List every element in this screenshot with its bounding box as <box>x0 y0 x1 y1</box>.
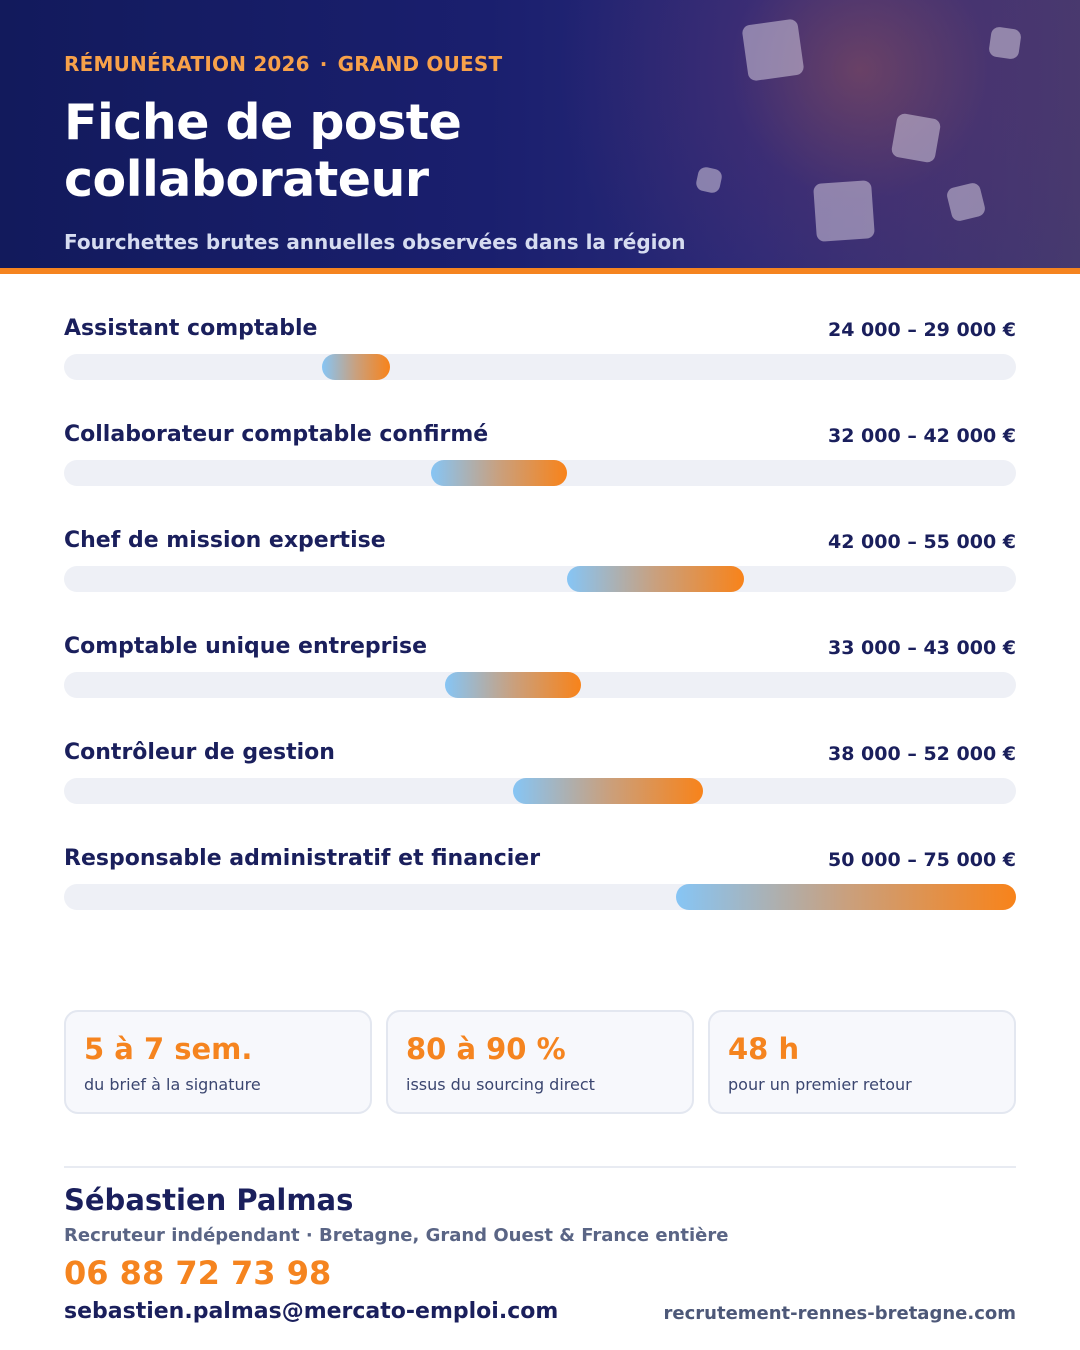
stat-caption: du brief à la signature <box>84 1075 261 1094</box>
stat-card-sourcing: 80 à 90 % issus du sourcing direct <box>386 1010 694 1114</box>
kicker-year: RÉMUNÉRATION 2026 <box>64 52 310 76</box>
salary-row-range: 24 000 – 29 000 € <box>828 319 1016 341</box>
salary-row-label: Contrôleur de gestion <box>64 740 335 765</box>
kicker-separator: · <box>319 52 328 76</box>
salary-row-range: 33 000 – 43 000 € <box>828 637 1016 659</box>
salary-row-range: 42 000 – 55 000 € <box>828 531 1016 553</box>
header-accent-line <box>0 268 1080 274</box>
kicker: RÉMUNÉRATION 2026 · GRAND OUEST <box>64 52 502 76</box>
contact-role: Recruteur indépendant · Bretagne, Grand … <box>64 1225 729 1246</box>
salary-range-track <box>64 672 1016 698</box>
contact-phone[interactable]: 06 88 72 73 98 <box>64 1254 332 1292</box>
salary-row-range: 50 000 – 75 000 € <box>828 849 1016 871</box>
salary-row-label: Responsable administratif et financier <box>64 846 541 871</box>
salary-range-bar <box>676 884 1016 910</box>
contact-name: Sébastien Palmas <box>64 1183 354 1217</box>
decorative-square <box>945 181 987 223</box>
stats-row: 5 à 7 sem. du brief à la signature 80 à … <box>64 1010 1016 1114</box>
salary-range-track <box>64 460 1016 486</box>
salary-row-range: 38 000 – 52 000 € <box>828 743 1016 765</box>
salary-row: Responsable administratif et financier 50… <box>64 846 1016 952</box>
salary-row-label: Collaborateur comptable confirmé <box>64 422 489 447</box>
salary-range-bar <box>567 566 744 592</box>
salary-range-track <box>64 884 1016 910</box>
salary-row: Chef de mission expertise 42 000 – 55 000… <box>64 528 1016 634</box>
stat-card-response: 48 h pour un premier retour <box>708 1010 1016 1114</box>
salary-row: Contrôleur de gestion 38 000 – 52 000 € <box>64 740 1016 846</box>
page-subtitle: Fourchettes brutes annuelles observées d… <box>64 230 686 254</box>
header-banner: RÉMUNÉRATION 2026 · GRAND OUEST Fiche de p… <box>0 0 1080 268</box>
salary-row-label: Assistant comptable <box>64 316 318 341</box>
salary-range-bar <box>322 354 391 380</box>
decorative-square <box>813 180 875 242</box>
stat-caption: issus du sourcing direct <box>406 1075 595 1094</box>
salary-range-chart: Assistant comptable 24 000 – 29 000 € Coll… <box>64 316 1016 952</box>
decorative-square <box>890 112 942 164</box>
stat-value: 80 à 90 % <box>406 1032 566 1066</box>
decorative-square <box>741 18 805 82</box>
salary-range-bar <box>444 672 581 698</box>
contact-website[interactable]: recrutement-rennes-bretagne.com <box>663 1303 1016 1324</box>
salary-range-track <box>64 778 1016 804</box>
salary-row: Collaborateur comptable confirmé 32 000 –… <box>64 422 1016 528</box>
salary-row: Comptable unique entreprise 33 000 – 43 0… <box>64 634 1016 740</box>
stat-caption: pour un premier retour <box>728 1075 912 1094</box>
salary-row: Assistant comptable 24 000 – 29 000 € <box>64 316 1016 422</box>
page-title: Fiche de poste collaborateur <box>64 94 462 208</box>
salary-row-range: 32 000 – 42 000 € <box>828 425 1016 447</box>
contact-email[interactable]: sebastien.palmas@mercato-emploi.com <box>64 1299 559 1324</box>
decorative-square <box>694 165 724 195</box>
salary-range-track <box>64 566 1016 592</box>
stat-card-delay: 5 à 7 sem. du brief à la signature <box>64 1010 372 1114</box>
kicker-region: GRAND OUEST <box>337 52 503 76</box>
salary-range-bar <box>431 460 568 486</box>
decorative-square <box>988 26 1022 60</box>
stat-value: 5 à 7 sem. <box>84 1032 253 1066</box>
stat-value: 48 h <box>728 1032 800 1066</box>
salary-row-label: Chef de mission expertise <box>64 528 386 553</box>
footer-divider <box>64 1166 1016 1168</box>
salary-range-bar <box>512 778 704 804</box>
salary-range-track <box>64 354 1016 380</box>
salary-row-label: Comptable unique entreprise <box>64 634 428 659</box>
